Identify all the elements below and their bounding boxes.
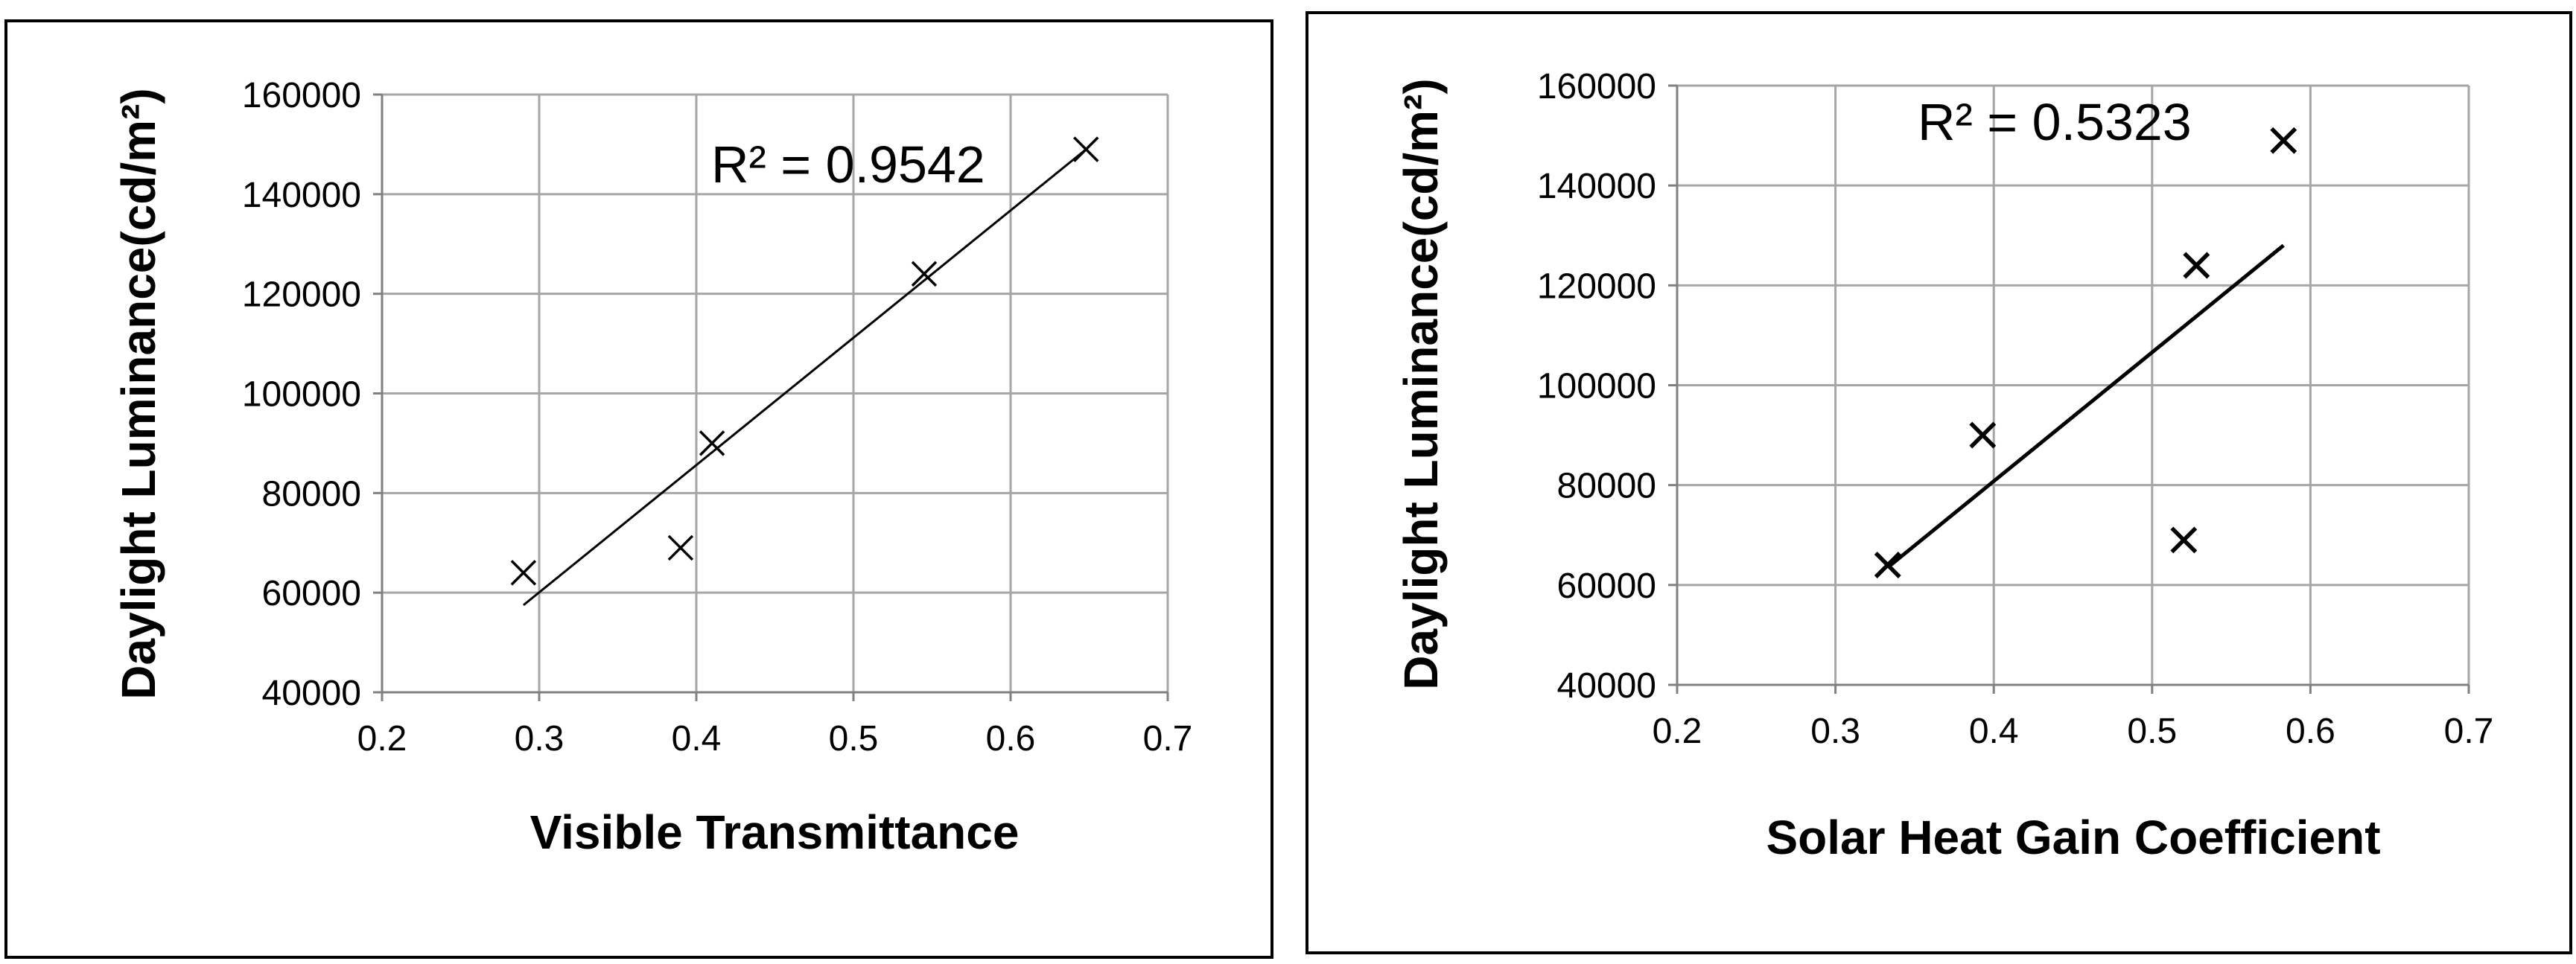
chart-frame [4,19,1273,959]
y-tick-label: 120000 [242,275,361,315]
y-tick-label: 80000 [1557,467,1656,506]
data-point-x-marker [1969,421,1997,449]
x-tick-label: 0.2 [357,719,407,759]
marker-stroke [1874,552,1901,578]
y-tick-label: 160000 [242,76,361,115]
y-tick-label: 120000 [1537,266,1656,306]
x-tick-label: 0.7 [2444,712,2494,751]
x-axis-title: Visible Transmittance [530,805,1020,859]
y-tick-label: 140000 [242,176,361,215]
data-point-x-marker [1073,136,1099,162]
scatter-chart-visible-transmittance: 0.2 0.3 0.4 0.5 0.6 0.7 40000 60000 80000 100000 1… [4,19,1273,959]
r-squared-label: R² = 0.5323 [1918,93,2192,151]
y-axis-title: Daylight Luminance(cd/m²) [1394,78,1448,689]
linear-trendline [1886,243,2285,569]
y-tick-label: 100000 [242,375,361,415]
data-point-x-marker [510,560,537,586]
data-point-x-marker [2170,526,2198,554]
data-point-x-marker [699,430,725,456]
chart-panel-visible-transmittance: 0.2 0.3 0.4 0.5 0.6 0.7 40000 60000 80000 100000 1… [0,0,1277,964]
marker-stroke [2170,526,2198,554]
data-point-x-marker [2270,127,2297,154]
marker-stroke [1073,136,1099,162]
y-tick-label: 100000 [1537,367,1656,406]
x-tick-label: 0.6 [986,719,1036,759]
data-point-x-marker [911,261,938,287]
x-tick-label: 0.7 [1143,719,1193,759]
data-point-x-marker [1874,552,1901,578]
x-tick-label: 0.3 [515,719,565,759]
x-tick-label: 0.2 [1653,712,1702,751]
x-tick-label: 0.6 [2286,712,2335,751]
data-point-x-marker [667,534,694,561]
scatter-chart-solar-heat-gain: 0.2 0.3 0.4 0.5 0.6 0.7 40000 60000 80000 100000 1… [1306,11,2572,954]
marker-stroke [510,560,537,586]
x-tick-label: 0.4 [1969,712,2019,751]
x-tick-label: 0.3 [1810,712,1860,751]
y-tick-label: 60000 [262,574,361,613]
r-squared-label: R² = 0.9542 [711,135,985,194]
y-tick-label: 160000 [1537,67,1656,106]
data-point-x-marker [2183,252,2210,279]
chart-frame [1306,11,2572,954]
x-tick-label: 0.5 [2127,712,2177,751]
x-tick-label: 0.5 [829,719,879,759]
y-axis-title: Daylight Luminance(cd/m²) [112,88,165,699]
y-tick-label: 140000 [1537,167,1656,206]
chart-panel-solar-heat-gain: 0.2 0.3 0.4 0.5 0.6 0.7 40000 60000 80000 100000 1… [1277,0,2576,964]
y-tick-label: 40000 [262,674,361,713]
linear-trendline [522,148,1087,607]
marker-stroke [2183,252,2210,279]
y-tick-label: 60000 [1557,566,1656,606]
marker-stroke [1969,421,1997,449]
marker-stroke [2270,127,2297,154]
y-tick-label: 80000 [262,474,361,514]
marker-stroke [667,534,694,561]
y-tick-label: 40000 [1557,666,1656,706]
x-tick-label: 0.4 [672,719,722,759]
marker-stroke [911,261,938,287]
x-axis-title: Solar Heat Gain Coefficient [1766,811,2380,864]
marker-stroke [699,430,725,456]
